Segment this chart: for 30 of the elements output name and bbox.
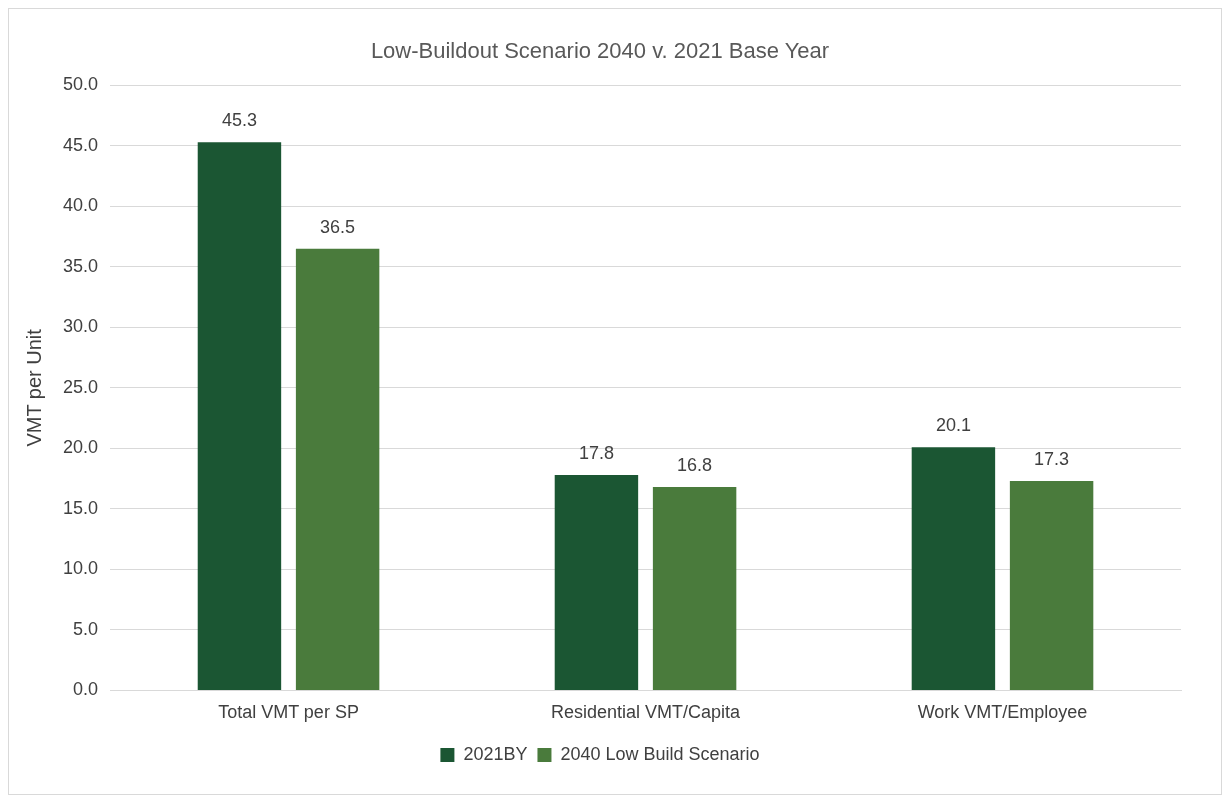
data-label: 36.5 (320, 216, 356, 237)
y-tick-label: 20.0 (62, 437, 99, 458)
y-tick-label: 40.0 (62, 195, 99, 216)
data-label: 20.1 (935, 415, 971, 436)
y-tick-label: 15.0 (62, 497, 99, 518)
data-label: 17.8 (578, 442, 614, 463)
y-tick-label: 10.0 (62, 558, 99, 579)
y-tick-label: 30.0 (62, 316, 99, 337)
bar (1009, 481, 1094, 690)
legend-label: 2040 Low Build Scenario (560, 743, 760, 764)
y-tick-label: 25.0 (62, 376, 99, 397)
bar (911, 447, 996, 690)
x-tick-label: Residential VMT/Capita (550, 702, 742, 723)
y-tick-label: 5.0 (73, 618, 99, 639)
bar (197, 142, 282, 690)
bar (554, 475, 639, 690)
data-label: 16.8 (677, 455, 713, 476)
y-axis-title: VMT per Unit (22, 328, 45, 447)
y-tick-label: 35.0 (62, 255, 99, 276)
bar (652, 487, 737, 690)
data-label: 17.3 (1034, 449, 1070, 470)
bar (295, 248, 380, 690)
chart-title: Low-Buildout Scenario 2040 v. 2021 Base Year (370, 38, 830, 64)
legend-label: 2021BY (463, 743, 528, 764)
y-tick-label: 50.0 (62, 74, 99, 95)
y-tick-label: 45.0 (62, 134, 99, 155)
x-tick-label: Total VMT per SP (218, 702, 359, 723)
x-tick-label: Work VMT/Employee (917, 702, 1088, 723)
y-tick-label: 0.0 (73, 679, 99, 700)
data-label: 45.3 (221, 110, 257, 131)
